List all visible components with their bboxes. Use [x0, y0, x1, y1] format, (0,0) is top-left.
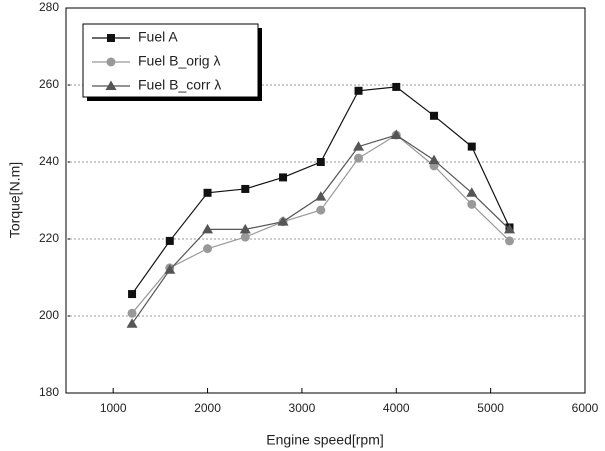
y-tick-label: 280	[39, 0, 59, 14]
marker	[203, 244, 213, 254]
plot-frame	[65, 7, 586, 394]
marker	[466, 187, 478, 197]
marker	[504, 223, 516, 234]
marker	[430, 111, 439, 120]
marker	[279, 173, 288, 182]
marker	[354, 86, 363, 95]
marker	[126, 318, 138, 328]
legend-label: Fuel A	[138, 29, 178, 45]
marker	[467, 199, 477, 209]
marker	[428, 154, 440, 165]
marker	[127, 308, 137, 318]
x-tick-label: 1000	[100, 401, 127, 415]
y-tick-label: 200	[39, 308, 59, 322]
legend: Fuel A Fuel B_orig λ Fuel B_corr λ	[82, 23, 262, 101]
y-tick-label: 220	[39, 231, 59, 245]
x-axis-title: Engine speed[rpm]	[266, 432, 384, 448]
marker	[105, 80, 117, 90]
marker	[239, 223, 251, 234]
marker	[392, 82, 401, 91]
legend-label: Fuel B_orig λ	[138, 53, 220, 69]
marker	[202, 223, 214, 234]
x-tick-label: 2000	[194, 401, 221, 415]
marker	[390, 129, 402, 140]
marker	[203, 188, 212, 197]
marker	[165, 236, 174, 245]
marker	[354, 153, 364, 163]
x-tick-label: 4000	[383, 401, 410, 415]
marker	[106, 57, 116, 67]
x-tick-label: 5000	[477, 401, 504, 415]
marker	[164, 264, 176, 274]
marker	[241, 184, 250, 193]
marker	[353, 141, 365, 151]
marker	[107, 34, 115, 42]
y-tick-label: 240	[39, 154, 59, 168]
marker	[277, 216, 289, 226]
marker	[467, 142, 476, 151]
marker	[240, 232, 250, 242]
marker	[316, 158, 325, 166]
x-tick-label: 6000	[572, 401, 599, 415]
x-tick-label: 3000	[289, 401, 316, 415]
y-axis-title: Torque[N.m]	[7, 162, 23, 238]
y-tick-label: 260	[39, 77, 59, 91]
legend-label: Fuel B_corr λ	[138, 77, 221, 93]
marker	[315, 191, 327, 201]
y-tick-label: 180	[39, 385, 59, 399]
marker	[505, 236, 515, 246]
series-line	[131, 86, 511, 295]
marker	[128, 290, 137, 299]
marker	[316, 205, 326, 215]
